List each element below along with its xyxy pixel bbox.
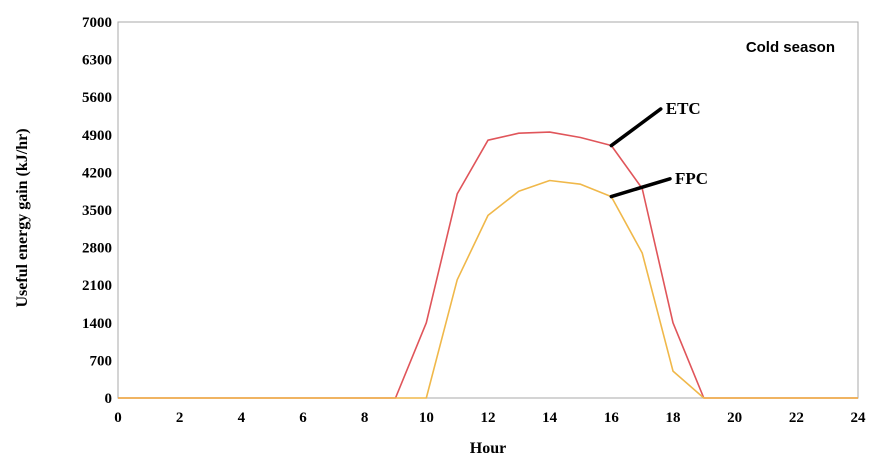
y-tick-label: 1400 bbox=[82, 316, 112, 332]
x-tick-label: 8 bbox=[361, 410, 369, 426]
x-tick-label: 14 bbox=[542, 410, 558, 426]
x-tick-label: 20 bbox=[727, 410, 742, 426]
x-axis-title: Hour bbox=[470, 440, 506, 457]
x-tick-label: 2 bbox=[176, 410, 184, 426]
x-tick-label: 12 bbox=[481, 410, 496, 426]
y-axis-title: Useful energy gain (kJ/hr) bbox=[14, 128, 31, 307]
y-tick-label: 2800 bbox=[82, 241, 112, 257]
x-tick-label: 22 bbox=[789, 410, 804, 426]
x-tick-label: 10 bbox=[419, 410, 434, 426]
series-layer bbox=[118, 131, 858, 399]
y-tick-label: 3500 bbox=[82, 203, 112, 219]
y-tick-label: 4200 bbox=[82, 165, 112, 181]
x-tick-label: 0 bbox=[114, 410, 122, 426]
y-axis-ticks: 0 700 1400 2100 2800 3500 4200 4900 5600 6300 7000 bbox=[82, 15, 112, 407]
series-label-leader-line bbox=[609, 107, 663, 148]
x-axis-ticks: 0 2 4 6 8 10 12 14 16 18 20 22 24 bbox=[114, 410, 866, 426]
x-tick-label: 18 bbox=[666, 410, 681, 426]
series-label-etc: ETC bbox=[666, 99, 701, 118]
y-tick-label: 5600 bbox=[82, 90, 112, 106]
series-label-leader-line bbox=[609, 177, 672, 199]
x-tick-label: 6 bbox=[299, 410, 307, 426]
series-line-fpc bbox=[118, 179, 858, 399]
x-tick-label: 16 bbox=[604, 410, 620, 426]
x-tick-label: 24 bbox=[851, 410, 867, 426]
y-tick-label: 7000 bbox=[82, 15, 112, 31]
x-tick-label: 4 bbox=[238, 410, 246, 426]
y-tick-label: 6300 bbox=[82, 53, 112, 69]
plot-frame bbox=[117, 21, 859, 399]
series-labels: ETC FPC bbox=[609, 99, 708, 199]
season-annotation: Cold season bbox=[746, 39, 835, 56]
y-tick-label: 0 bbox=[105, 391, 113, 407]
series-label-fpc: FPC bbox=[675, 169, 708, 188]
y-tick-label: 2100 bbox=[82, 278, 112, 294]
y-tick-label: 4900 bbox=[82, 128, 112, 144]
y-tick-label: 700 bbox=[90, 353, 113, 369]
